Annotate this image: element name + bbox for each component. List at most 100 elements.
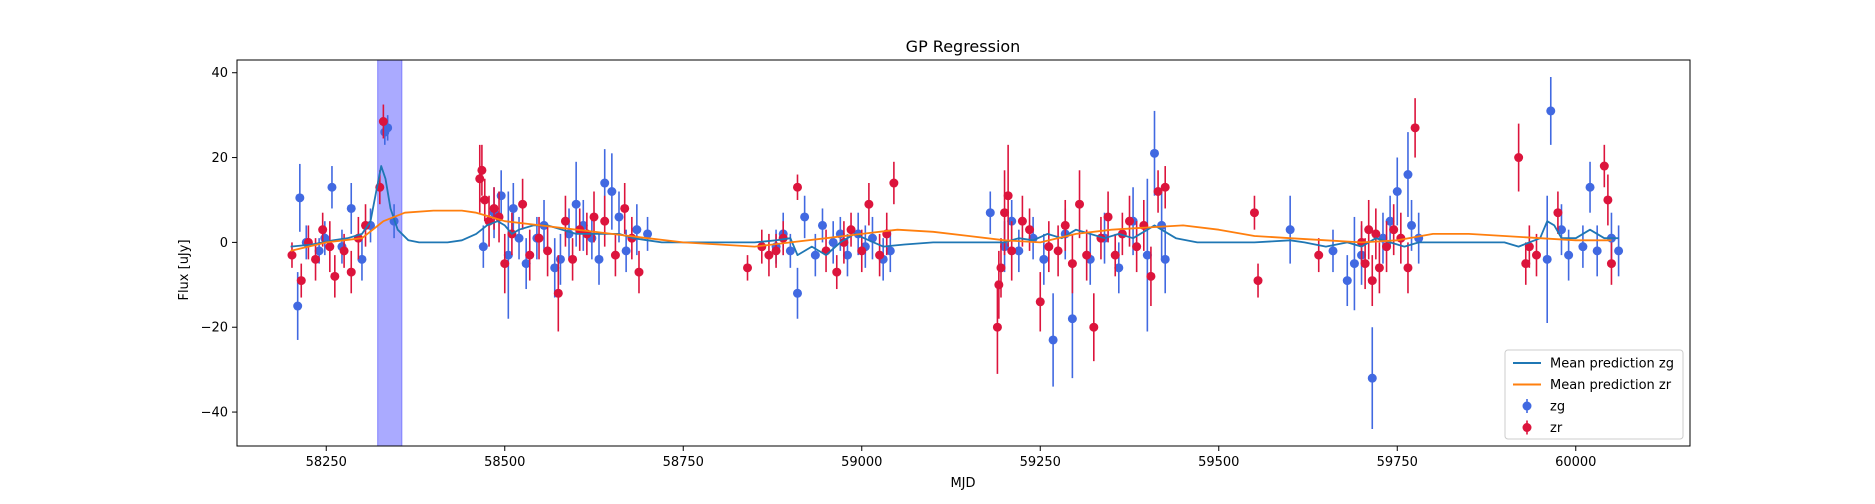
data-point-zr [1146,271,1156,281]
data-point-zg [800,212,810,222]
data-point-zr [339,246,349,256]
series-zr-points [287,98,1616,374]
data-point-zg [1578,242,1588,252]
data-point-zr [1125,216,1135,226]
data-point-zr [1389,225,1399,235]
data-point-zg [1403,170,1413,180]
data-point-zg [1585,182,1595,192]
legend-label: zg [1550,400,1565,415]
data-point-zg [1592,246,1602,256]
data-point-zg [828,237,838,247]
data-point-zg [496,191,506,201]
series-line-mean-prediction-zg [290,165,1619,257]
data-point-zg [1160,254,1170,264]
data-point-zg [521,259,531,269]
x-tick-label: 59750 [1377,455,1418,470]
data-point-zr [743,263,753,273]
data-point-zg [607,186,617,196]
data-point-zr [839,237,849,247]
data-point-zr [1367,276,1377,286]
x-tick-label: 58250 [306,455,347,470]
data-point-zr [1514,153,1524,163]
data-point-zr [287,250,297,260]
data-point-zr [1017,216,1027,226]
data-point-zr [1531,250,1541,260]
data-point-zr [1053,246,1063,256]
data-point-zg [383,123,393,133]
data-point-zg [1542,254,1552,264]
data-point-zg [1349,259,1359,269]
x-tick-label: 58500 [484,455,525,470]
data-point-zg [293,301,303,311]
data-point-zr [1103,212,1113,222]
data-point-zr [1075,199,1085,209]
legend-label: Mean prediction zg [1550,357,1674,372]
data-point-zr [610,250,620,260]
data-point-zr [589,212,599,222]
x-tick-label: 59250 [1020,455,1061,470]
data-point-zg [600,178,610,188]
plot-area [287,60,1624,446]
data-point-zg [514,233,524,243]
data-point-zg [810,250,820,260]
data-point-zg [1564,250,1574,260]
data-point-zr [1082,250,1092,260]
data-point-zg [632,225,642,235]
y-tick-label: 0 [220,236,228,251]
data-point-zr [1360,259,1370,269]
plot-frame [236,59,1691,447]
data-point-zr [489,203,499,213]
data-point-zr [330,271,340,281]
data-point-zr [1396,233,1406,243]
data-point-zr [525,250,535,260]
data-point-zg [346,203,356,213]
data-point-zg [817,220,827,230]
data-point-zr [1044,242,1054,252]
data-point-zr [1160,182,1170,192]
data-point-zg [1614,246,1624,256]
data-point-zr [475,174,485,184]
data-point-zr [311,254,321,264]
data-point-zr [1089,322,1099,332]
legend-box [1504,349,1684,440]
data-point-zr [1382,242,1392,252]
data-point-zg [571,199,581,209]
data-point-zr [1521,259,1531,269]
data-point-zr [518,199,528,209]
data-point-zg [478,242,488,252]
data-point-zg [1342,276,1352,286]
data-point-zg [614,212,624,222]
data-point-zr [994,280,1004,290]
data-point-zr [996,263,1006,273]
data-point-zr [1371,229,1381,239]
legend-label: zr [1550,421,1563,436]
data-point-zg [1114,263,1124,273]
data-point-zg [503,250,513,260]
data-point-zr [1153,186,1163,196]
data-point-zg [508,203,518,213]
data-point-zg [1149,148,1159,158]
data-point-zr [1364,225,1374,235]
y-tick-label: 40 [211,66,228,81]
data-point-zr [553,288,563,298]
data-point-zg [1407,220,1417,230]
data-point-zg [295,193,305,203]
data-point-zr [1524,242,1534,252]
data-point-zr [889,178,899,188]
legend-swatch-marker [1522,423,1532,432]
data-point-zr [346,267,356,277]
data-point-zr [1000,208,1010,218]
y-tick-label: 20 [211,151,228,166]
data-point-zr [1606,259,1616,269]
data-point-zg [594,254,604,264]
data-point-zg [1014,246,1024,256]
data-point-zg [1048,335,1058,345]
x-tick-label: 59000 [841,455,882,470]
data-point-zr [1553,208,1563,218]
data-point-zg [1039,254,1049,264]
series-zg-points [293,76,1624,430]
data-point-zg [1546,106,1556,116]
data-point-zr [543,246,553,256]
data-point-zg [785,246,795,256]
